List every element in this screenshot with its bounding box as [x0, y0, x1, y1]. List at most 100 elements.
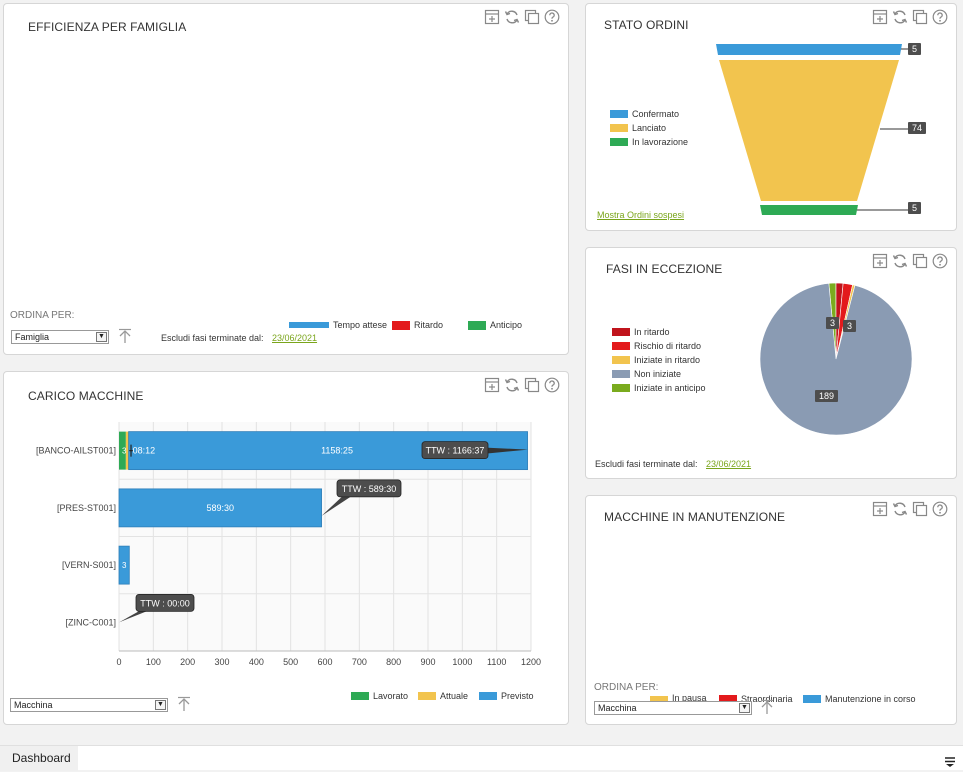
menu-icon[interactable] [945, 754, 955, 767]
efficienza-panel: EFFICIENZA PER FAMIGLIA Tempo attese Rit… [3, 3, 569, 355]
legend-in-ritardo: In ritardo [612, 327, 670, 337]
legend-manutenzione-corso: Manutenzione in corso [803, 694, 916, 704]
bar-attuale[interactable] [125, 431, 129, 470]
x-tick-label: 1200 [521, 657, 541, 667]
add-icon[interactable] [484, 9, 500, 25]
sort-select[interactable]: Famiglia ▼ [11, 330, 109, 344]
help-icon[interactable] [932, 9, 948, 25]
sort-select[interactable]: Macchina ▼ [10, 698, 168, 712]
x-tick-label: 900 [420, 657, 435, 667]
legend-iniziate-anticipo: Iniziate in anticipo [612, 383, 706, 393]
copy-icon[interactable] [912, 253, 928, 269]
legend-anticipo: Anticipo [468, 320, 522, 330]
sort-select[interactable]: Macchina ▼ [594, 701, 752, 715]
funnel-lanciato [719, 60, 899, 201]
legend-non-iniziate: Non iniziate [612, 369, 681, 379]
legend-straordinaria: Straordinaria [719, 694, 793, 704]
ordini-sospesi-link[interactable]: Mostra Ordini sospesi [597, 210, 685, 220]
copy-icon[interactable] [524, 9, 540, 25]
pie-label-anticipo: 3 [826, 317, 840, 329]
panel-title: EFFICIENZA PER FAMIGLIA [28, 20, 187, 34]
funnel-value-confermato: 5 [908, 43, 922, 55]
legend-attuale: Attuale [418, 691, 468, 701]
carico-panel: CARICO MACCHINE 0 100 200 300 400 500 600 700 80… [3, 371, 569, 725]
add-icon[interactable] [872, 501, 888, 517]
x-tick-label: 100 [146, 657, 161, 667]
x-tick-label: 1100 [487, 657, 506, 667]
panel-toolbar [484, 9, 560, 25]
bar-previsto[interactable] [118, 545, 130, 585]
refresh-icon[interactable] [504, 377, 520, 393]
help-icon[interactable] [932, 501, 948, 517]
x-tick-label: 0 [116, 657, 121, 667]
x-tick-label: 700 [352, 657, 367, 667]
help-icon[interactable] [932, 253, 948, 269]
exclude-date-link[interactable]: 23/06/2021 [272, 333, 318, 343]
panel-toolbar [484, 377, 560, 393]
refresh-icon[interactable] [892, 253, 908, 269]
carico-bar-chart: 0 100 200 300 400 500 600 700 800 900 1000 1100 1200… [36, 422, 541, 667]
pie-label-non-iniziate: 189 [815, 390, 839, 402]
y-tick-label: [VERN-S001] [62, 560, 116, 570]
tab-dashboard[interactable]: Dashboard [0, 746, 78, 771]
bottom-bar: Dashboard [0, 745, 963, 771]
panel-title: FASI IN ECCEZIONE [606, 262, 723, 276]
chevron-down-icon[interactable]: ▼ [739, 703, 750, 713]
x-tick-label: 500 [283, 657, 298, 667]
funnel-confermato [716, 44, 902, 55]
copy-icon[interactable] [912, 501, 928, 517]
refresh-icon[interactable] [892, 9, 908, 25]
panel-title: STATO ORDINI [604, 18, 689, 32]
refresh-icon[interactable] [892, 501, 908, 517]
ttw-label: TTW : 589:30 [342, 484, 397, 494]
legend-iniziate-ritardo: Iniziate in ritardo [612, 355, 700, 365]
panel-title: CARICO MACCHINE [28, 389, 144, 403]
legend-rischio-ritardo: Rischio di ritardo [612, 341, 701, 351]
sort-direction-icon[interactable] [118, 328, 132, 344]
bar-previsto[interactable] [118, 488, 322, 528]
chevron-down-icon[interactable]: ▼ [155, 700, 166, 710]
sort-direction-icon[interactable] [177, 696, 191, 712]
legend-in-lavorazione: In lavorazione [610, 137, 688, 147]
legend-previsto: Previsto [479, 691, 534, 701]
legend-tempo-attese: Tempo attese [289, 320, 387, 330]
exclude-label: Escludi fasi terminate dal: [595, 459, 698, 469]
add-icon[interactable] [872, 9, 888, 25]
exclude-date-link[interactable]: 23/06/2021 [706, 459, 752, 469]
x-tick-label: 1000 [452, 657, 472, 667]
help-icon[interactable] [544, 9, 560, 25]
funnel-value-in-lavorazione: 5 [908, 202, 922, 214]
exclude-label: Escludi fasi terminate dal: [161, 333, 264, 343]
stato-ordini-panel: STATO ORDINI Confermato Lanciato In lavo… [585, 3, 957, 231]
legend-lanciato: Lanciato [610, 123, 666, 133]
bar-data-label: 3 [122, 561, 127, 570]
help-icon[interactable] [544, 377, 560, 393]
x-tick-label: 600 [317, 657, 332, 667]
pie-label-ritardo: 3 [843, 320, 857, 332]
y-tick-label: [ZINC-C001] [65, 617, 116, 627]
add-icon[interactable] [872, 253, 888, 269]
ttw-callout: TTW : 589:30 [321, 479, 402, 516]
bar-lavorato[interactable] [119, 431, 126, 470]
panel-toolbar [872, 253, 948, 269]
refresh-icon[interactable] [504, 9, 520, 25]
add-icon[interactable] [484, 377, 500, 393]
panel-title: MACCHINE IN MANUTENZIONE [604, 510, 786, 524]
x-tick-label: 200 [180, 657, 195, 667]
ttw-label: TTW : 1166:37 [426, 446, 485, 456]
pie-chart [759, 282, 913, 436]
copy-icon[interactable] [912, 9, 928, 25]
funnel-chart [716, 44, 908, 215]
pie-slice-4[interactable] [759, 283, 913, 436]
chevron-down-icon[interactable]: ▼ [96, 332, 107, 342]
y-tick-label: [BANCO-AILST001] [36, 446, 116, 456]
funnel-value-lanciato: 74 [908, 122, 927, 134]
sort-direction-icon[interactable] [760, 699, 774, 715]
copy-icon[interactable] [524, 377, 540, 393]
sort-label: ORDINA PER: [10, 310, 75, 321]
y-tick-label: [PRES-ST001] [57, 503, 116, 513]
funnel-in-lavorazione [760, 205, 858, 215]
sort-label: ORDINA PER: [594, 682, 659, 693]
fasi-panel: FASI IN ECCEZIONE In ritardo Rischio di … [585, 247, 957, 479]
bar-data-label: 589:30 [207, 503, 235, 513]
